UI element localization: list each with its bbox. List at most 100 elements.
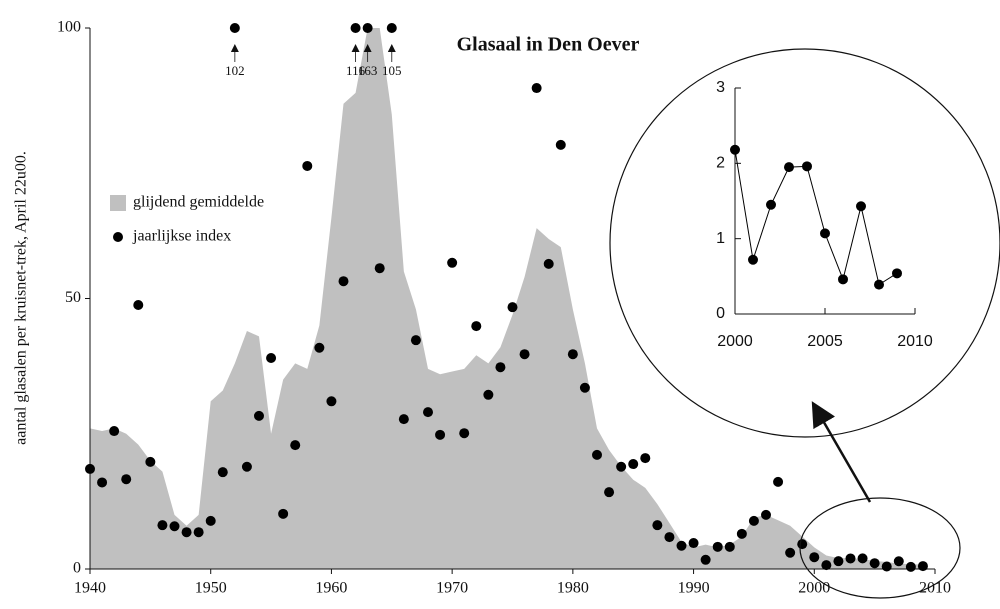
point	[459, 428, 470, 439]
point	[121, 474, 132, 485]
point	[278, 508, 289, 519]
x-tick-label: 2010	[919, 580, 951, 597]
x-tick-label: 2000	[798, 580, 830, 597]
point	[302, 160, 313, 171]
point	[531, 83, 542, 94]
point	[664, 532, 675, 543]
point	[821, 560, 832, 571]
legend-swatch	[110, 195, 126, 211]
point	[736, 528, 747, 539]
point	[109, 426, 120, 437]
point	[447, 257, 458, 268]
inset-plot: 0 1 2 3 2000 2005 2010	[716, 79, 933, 350]
point	[845, 553, 856, 564]
x-tick-label: 1990	[678, 580, 710, 597]
point	[495, 362, 506, 373]
point	[784, 162, 794, 173]
point	[833, 556, 844, 567]
point	[181, 527, 192, 538]
legend-label: glijdend gemiddelde	[133, 194, 264, 211]
point	[229, 23, 240, 33]
x-tick-label: 2000	[717, 333, 753, 350]
point	[266, 353, 277, 364]
x-tick-label: 1980	[557, 580, 589, 597]
point	[435, 429, 446, 440]
point	[326, 396, 337, 407]
y-tick-label: 50	[65, 289, 81, 306]
point	[145, 456, 156, 467]
point	[905, 561, 916, 572]
point	[748, 254, 758, 265]
legend-swatch	[113, 232, 123, 242]
point	[748, 515, 759, 526]
point	[157, 520, 168, 531]
point	[567, 349, 578, 360]
point	[640, 453, 651, 464]
x-tick-label: 2010	[897, 333, 933, 350]
point	[97, 477, 108, 488]
point	[254, 410, 264, 421]
point	[838, 274, 848, 285]
point	[700, 554, 711, 565]
point	[217, 467, 228, 478]
point	[724, 541, 735, 552]
point	[766, 199, 776, 210]
point	[802, 161, 812, 172]
point	[350, 23, 361, 33]
clip-label: 105	[382, 63, 402, 78]
y-tick-label: 0	[73, 560, 81, 577]
point	[628, 459, 639, 470]
point	[169, 521, 180, 532]
point	[773, 476, 784, 487]
point	[652, 520, 663, 531]
point	[797, 539, 808, 550]
y-tick-label: 2	[716, 155, 725, 172]
point	[676, 540, 687, 551]
x-tick-label: 1940	[74, 580, 106, 597]
point	[193, 527, 204, 538]
zoom-ellipse	[799, 497, 961, 599]
point	[881, 561, 892, 572]
x-tick-label: 1960	[315, 580, 347, 597]
point	[892, 268, 902, 279]
y-tick-label: 100	[57, 19, 81, 36]
y-tick-label: 3	[716, 79, 725, 96]
point	[730, 144, 740, 155]
point	[604, 487, 615, 498]
point	[386, 23, 397, 33]
point	[579, 382, 590, 393]
x-tick-label: 1950	[195, 580, 227, 597]
point	[398, 414, 409, 425]
point	[362, 23, 373, 33]
point	[809, 552, 820, 563]
y-tick-label: 1	[716, 230, 725, 247]
point	[507, 302, 518, 313]
point	[483, 389, 494, 400]
point	[616, 461, 627, 472]
point	[869, 558, 880, 569]
point	[85, 463, 95, 474]
point	[712, 541, 723, 552]
inset-circle	[609, 48, 1000, 438]
zoom-arrow	[811, 401, 872, 503]
point	[519, 349, 530, 360]
legend-label: jaarlijkse index	[132, 228, 231, 245]
point	[410, 335, 421, 346]
point	[785, 547, 796, 558]
point	[874, 279, 884, 290]
point	[374, 263, 385, 274]
clip-label: 116	[346, 63, 366, 78]
y-axis-label: aantal glasalen per kruisnet-trek, April…	[13, 151, 30, 445]
x-tick-label: 1970	[436, 580, 468, 597]
point	[592, 449, 602, 460]
point	[688, 538, 699, 549]
point	[857, 553, 868, 564]
point	[338, 276, 349, 287]
point	[893, 556, 904, 567]
point	[423, 407, 433, 418]
line	[734, 149, 898, 286]
point	[205, 515, 216, 526]
point	[917, 561, 928, 572]
point	[290, 440, 301, 451]
